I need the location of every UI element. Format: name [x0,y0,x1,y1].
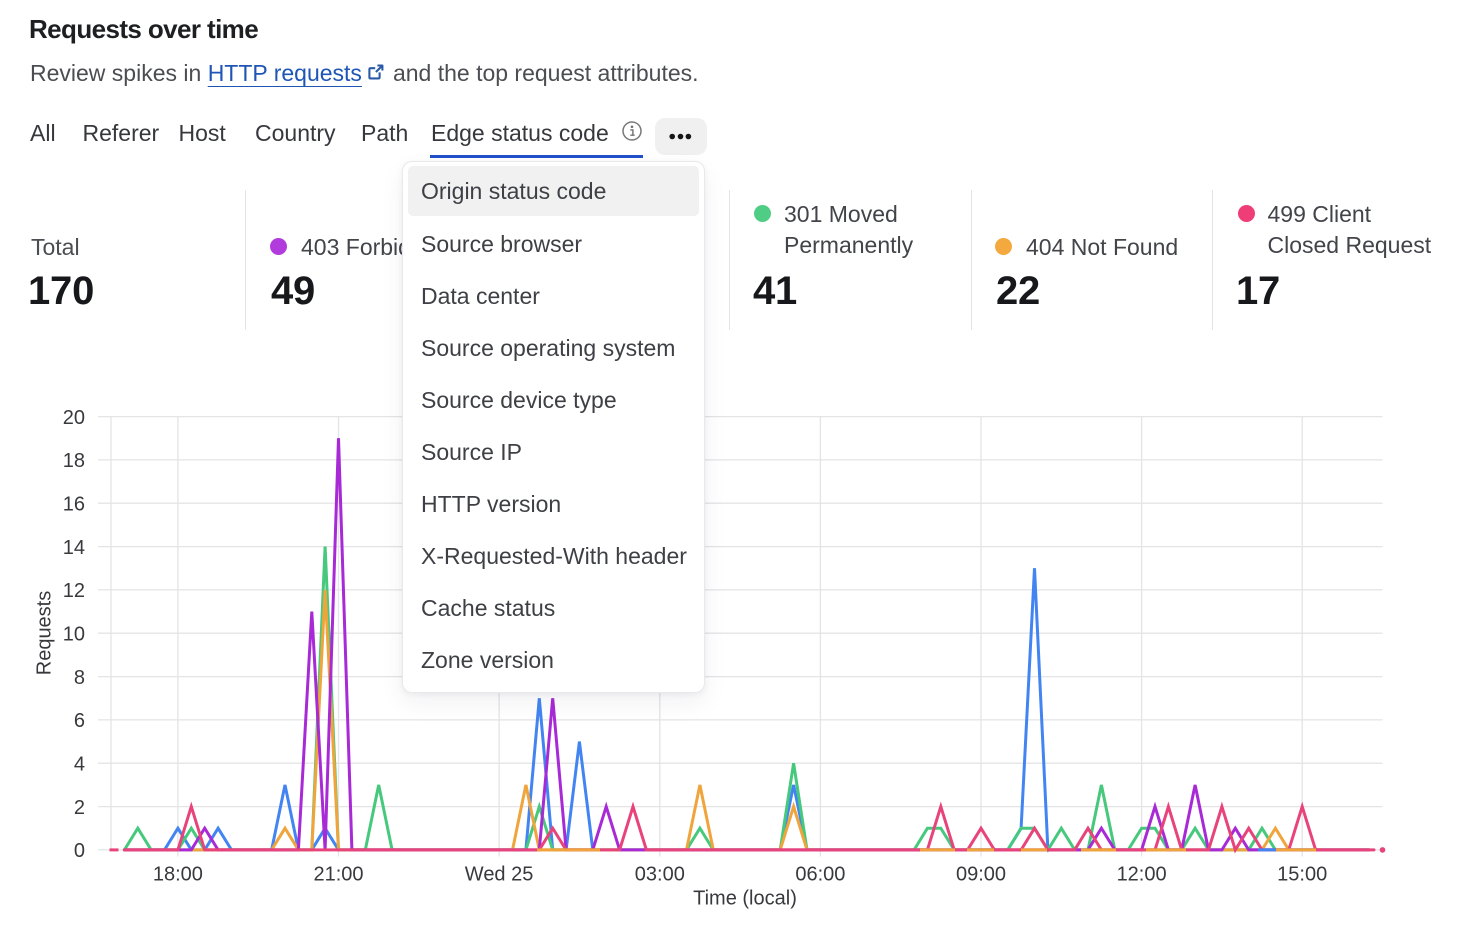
svg-text:4: 4 [74,753,85,775]
svg-text:Wed 25: Wed 25 [465,864,534,886]
svg-text:18: 18 [63,450,85,472]
svg-text:2: 2 [74,797,85,819]
svg-text:10: 10 [63,623,85,645]
svg-text:8: 8 [74,667,85,689]
svg-text:18:00: 18:00 [153,864,203,886]
svg-text:06:00: 06:00 [795,864,845,886]
svg-text:14: 14 [63,537,85,559]
svg-text:21:00: 21:00 [313,864,363,886]
svg-text:20: 20 [63,407,85,429]
svg-text:15:00: 15:00 [1277,864,1327,886]
svg-text:Requests: Requests [34,591,56,676]
svg-text:12:00: 12:00 [1117,864,1167,886]
svg-text:Time (local): Time (local) [693,888,797,910]
svg-text:6: 6 [74,710,85,732]
svg-text:09:00: 09:00 [956,864,1006,886]
svg-text:12: 12 [63,580,85,602]
svg-text:0: 0 [74,840,85,862]
svg-text:16: 16 [63,493,85,515]
svg-text:03:00: 03:00 [635,864,685,886]
